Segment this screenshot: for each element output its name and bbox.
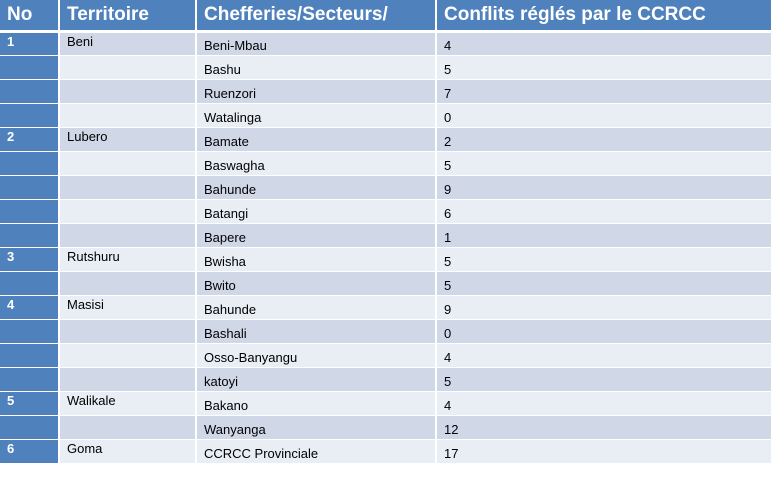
conflits-cell: 12	[436, 415, 771, 440]
chefferie-cell: Bwisha	[196, 247, 437, 272]
row-number	[0, 367, 60, 392]
table-row: 4 Masisi Bahunde 9	[0, 295, 771, 320]
territoire-cell: Masisi	[59, 295, 197, 320]
conflits-cell: 6	[436, 199, 771, 224]
row-number: 1	[0, 31, 60, 56]
table-row: Baswagha 5	[0, 151, 771, 176]
chefferie-cell: Bahunde	[196, 175, 437, 200]
row-number	[0, 415, 60, 440]
conflits-cell: 5	[436, 367, 771, 392]
table-header-row: No Territoire Chefferies/Secteurs/ Confl…	[0, 0, 771, 33]
chefferie-cell: Osso-Banyangu	[196, 343, 437, 368]
table-row: Ruenzori 7	[0, 79, 771, 104]
table-row: katoyi 5	[0, 367, 771, 392]
conflits-cell: 0	[436, 319, 771, 344]
header-conflits: Conflits réglés par le CCRCC	[436, 0, 771, 33]
row-number	[0, 103, 60, 128]
chefferie-cell: Bahunde	[196, 295, 437, 320]
conflits-cell: 4	[436, 391, 771, 416]
row-number	[0, 79, 60, 104]
chefferie-cell: Ruenzori	[196, 79, 437, 104]
conflits-cell: 9	[436, 175, 771, 200]
territoire-cell	[59, 55, 197, 80]
chefferie-cell: Beni-Mbau	[196, 31, 437, 56]
table-row: Osso-Banyangu 4	[0, 343, 771, 368]
row-number	[0, 319, 60, 344]
table-row: Bahunde 9	[0, 175, 771, 200]
conflits-cell: 1	[436, 223, 771, 248]
row-number	[0, 271, 60, 296]
row-number: 3	[0, 247, 60, 272]
chefferie-cell: CCRCC Provinciale	[196, 439, 437, 464]
territoire-cell	[59, 103, 197, 128]
conflits-cell: 5	[436, 247, 771, 272]
territoire-cell	[59, 367, 197, 392]
table-row: 5 Walikale Bakano 4	[0, 391, 771, 416]
table-row: 6 Goma CCRCC Provinciale 17	[0, 439, 771, 464]
chefferie-cell: Batangi	[196, 199, 437, 224]
conflits-cell: 9	[436, 295, 771, 320]
territoire-cell	[59, 151, 197, 176]
table-row: Bwito 5	[0, 271, 771, 296]
conflits-cell: 4	[436, 343, 771, 368]
table-row: Bapere 1	[0, 223, 771, 248]
row-number	[0, 223, 60, 248]
row-number	[0, 55, 60, 80]
conflits-cell: 4	[436, 31, 771, 56]
row-number: 5	[0, 391, 60, 416]
table-row: Wanyanga 12	[0, 415, 771, 440]
territoire-cell: Lubero	[59, 127, 197, 152]
conflicts-table: No Territoire Chefferies/Secteurs/ Confl…	[0, 0, 771, 464]
territoire-cell	[59, 271, 197, 296]
territoire-cell	[59, 343, 197, 368]
row-number: 6	[0, 439, 60, 464]
header-no: No	[0, 0, 60, 33]
row-number	[0, 175, 60, 200]
chefferie-cell: Baswagha	[196, 151, 437, 176]
header-territoire: Territoire	[59, 0, 197, 33]
chefferie-cell: Watalinga	[196, 103, 437, 128]
row-number: 4	[0, 295, 60, 320]
table-row: 1 Beni Beni-Mbau 4	[0, 31, 771, 56]
conflits-cell: 5	[436, 271, 771, 296]
territoire-cell	[59, 175, 197, 200]
conflits-cell: 7	[436, 79, 771, 104]
conflits-cell: 2	[436, 127, 771, 152]
territoire-cell	[59, 415, 197, 440]
territoire-cell	[59, 223, 197, 248]
territoire-cell: Rutshuru	[59, 247, 197, 272]
chefferie-cell: Bamate	[196, 127, 437, 152]
chefferie-cell: Bashali	[196, 319, 437, 344]
territoire-cell	[59, 79, 197, 104]
row-number	[0, 199, 60, 224]
header-chefferies: Chefferies/Secteurs/	[196, 0, 437, 33]
chefferie-cell: Bapere	[196, 223, 437, 248]
territoire-cell: Beni	[59, 31, 197, 56]
table-row: Watalinga 0	[0, 103, 771, 128]
row-number: 2	[0, 127, 60, 152]
table-row: Batangi 6	[0, 199, 771, 224]
conflits-cell: 17	[436, 439, 771, 464]
territoire-cell	[59, 199, 197, 224]
chefferie-cell: Bakano	[196, 391, 437, 416]
territoire-cell	[59, 319, 197, 344]
row-number	[0, 343, 60, 368]
chefferie-cell: Bashu	[196, 55, 437, 80]
territoire-cell: Walikale	[59, 391, 197, 416]
table-row: Bashali 0	[0, 319, 771, 344]
chefferie-cell: katoyi	[196, 367, 437, 392]
table-row: 2 Lubero Bamate 2	[0, 127, 771, 152]
row-number	[0, 151, 60, 176]
territoire-cell: Goma	[59, 439, 197, 464]
table-row: Bashu 5	[0, 55, 771, 80]
table-body: 1 Beni Beni-Mbau 4 Bashu 5 Ruenzori 7 Watalinga 0…	[0, 31, 771, 464]
chefferie-cell: Bwito	[196, 271, 437, 296]
conflits-cell: 5	[436, 151, 771, 176]
conflits-cell: 0	[436, 103, 771, 128]
table-row: 3 Rutshuru Bwisha 5	[0, 247, 771, 272]
chefferie-cell: Wanyanga	[196, 415, 437, 440]
conflits-cell: 5	[436, 55, 771, 80]
